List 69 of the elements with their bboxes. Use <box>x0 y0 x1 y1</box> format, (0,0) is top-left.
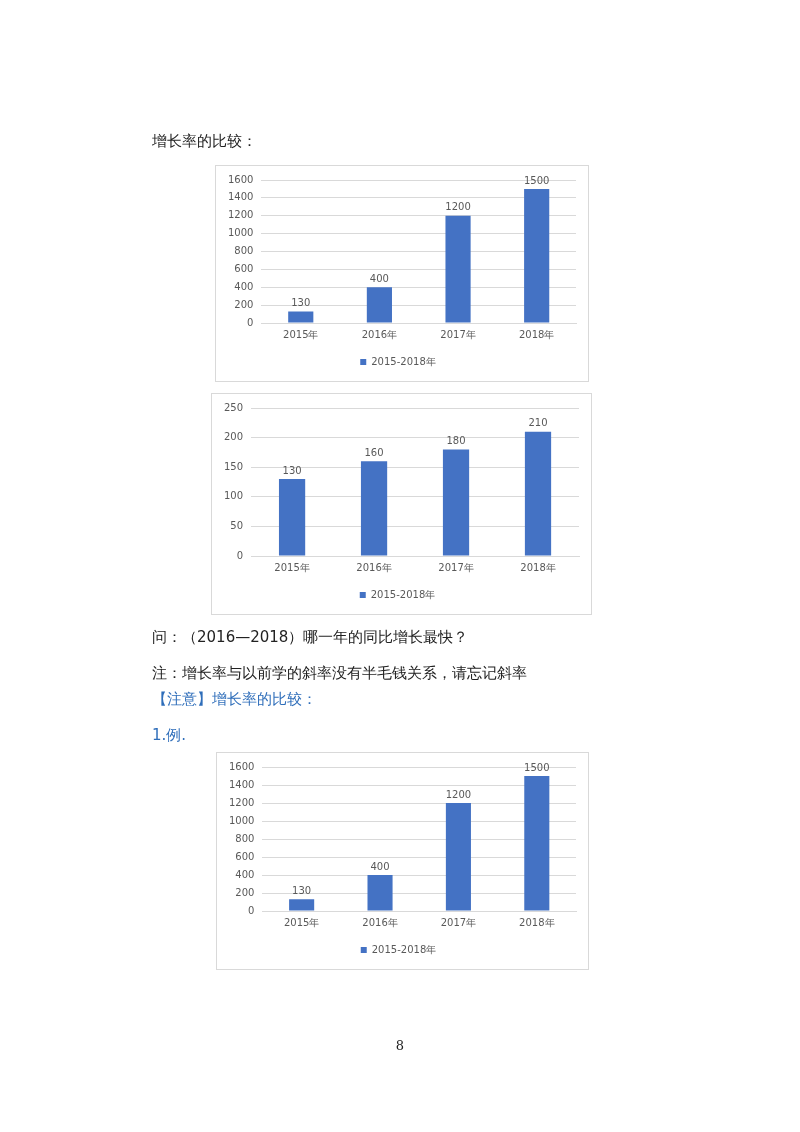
y-tick-label: 200 <box>234 298 254 310</box>
bar <box>360 461 388 556</box>
y-tick-label: 200 <box>223 431 244 443</box>
bar <box>278 479 306 556</box>
y-tick-label: 400 <box>234 280 254 292</box>
text: 问：（2016—2018）哪一年的同比增长最快？ <box>152 628 469 647</box>
y-tick-label: 600 <box>234 262 254 274</box>
x-tick-label: 2016年 <box>361 328 398 340</box>
text: 8 <box>394 1038 406 1053</box>
bar <box>367 875 393 911</box>
y-tick-label: 800 <box>234 245 254 257</box>
y-tick-label: 0 <box>247 316 254 328</box>
bar <box>445 803 471 911</box>
bar <box>288 311 314 323</box>
bar <box>442 449 470 556</box>
data-label: 400 <box>370 860 390 872</box>
bar <box>445 215 471 323</box>
data-label: 130 <box>291 296 311 308</box>
y-tick-label: 1400 <box>229 778 255 790</box>
data-label: 130 <box>292 884 312 896</box>
data-label: 1500 <box>523 174 550 186</box>
x-tick-label: 2017年 <box>440 916 477 928</box>
y-tick-label: 600 <box>235 850 255 862</box>
x-tick-label: 2015年 <box>283 328 319 340</box>
bar <box>524 188 550 323</box>
y-tick-label: 1200 <box>229 796 255 808</box>
data-label: 1500 <box>524 761 550 773</box>
data-label: 400 <box>369 272 389 284</box>
bar <box>524 776 550 911</box>
bar <box>524 431 552 556</box>
x-tick-label: 2018年 <box>518 328 555 340</box>
x-tick-label: 2017年 <box>440 328 476 340</box>
y-tick-label: 0 <box>236 549 244 561</box>
x-tick-label: 2018年 <box>519 916 555 928</box>
y-tick-label: 200 <box>235 886 255 898</box>
x-tick-label: 2016年 <box>362 916 398 928</box>
data-label: 1200 <box>445 201 471 213</box>
chart-subtitle: 1.例. <box>152 726 187 745</box>
bar <box>289 899 315 911</box>
y-tick-label: 1000 <box>229 814 255 826</box>
text: 注：增长率与以前学的斜率没有半毛钱关系，请忘记斜率 <box>152 664 527 683</box>
y-tick-label: 1600 <box>229 760 255 772</box>
legend-label: 2015-2018年 <box>371 943 437 955</box>
data-label: 130 <box>282 464 302 476</box>
y-tick-label: 800 <box>235 832 255 844</box>
chart-title: 增长率的比较： <box>152 132 257 151</box>
x-tick-label: 2015年 <box>283 916 320 928</box>
chart-title: 【注意】增长率的比较： <box>152 690 317 709</box>
y-tick-label: 1600 <box>228 173 254 185</box>
x-tick-label: 2018年 <box>520 561 556 573</box>
data-label: 1200 <box>445 788 472 800</box>
y-tick-label: 1400 <box>228 191 254 203</box>
x-tick-label: 2015年 <box>274 561 310 573</box>
legend-label: 2015-2018年 <box>371 355 436 367</box>
y-tick-label: 100 <box>223 490 244 502</box>
y-tick-label: 150 <box>223 460 244 472</box>
y-tick-label: 250 <box>223 401 244 413</box>
x-tick-label: 2016年 <box>356 561 392 573</box>
y-tick-label: 1000 <box>228 227 254 239</box>
y-tick-label: 400 <box>235 868 255 880</box>
y-tick-label: 0 <box>248 904 255 916</box>
y-tick-label: 50 <box>230 519 244 531</box>
data-label: 180 <box>446 435 466 447</box>
legend-label: 2015-2018年 <box>370 588 436 600</box>
bar <box>366 287 392 323</box>
x-tick-label: 2017年 <box>438 561 474 573</box>
y-tick-label: 1200 <box>228 209 254 221</box>
data-label: 160 <box>364 446 384 458</box>
data-label: 210 <box>528 417 548 429</box>
